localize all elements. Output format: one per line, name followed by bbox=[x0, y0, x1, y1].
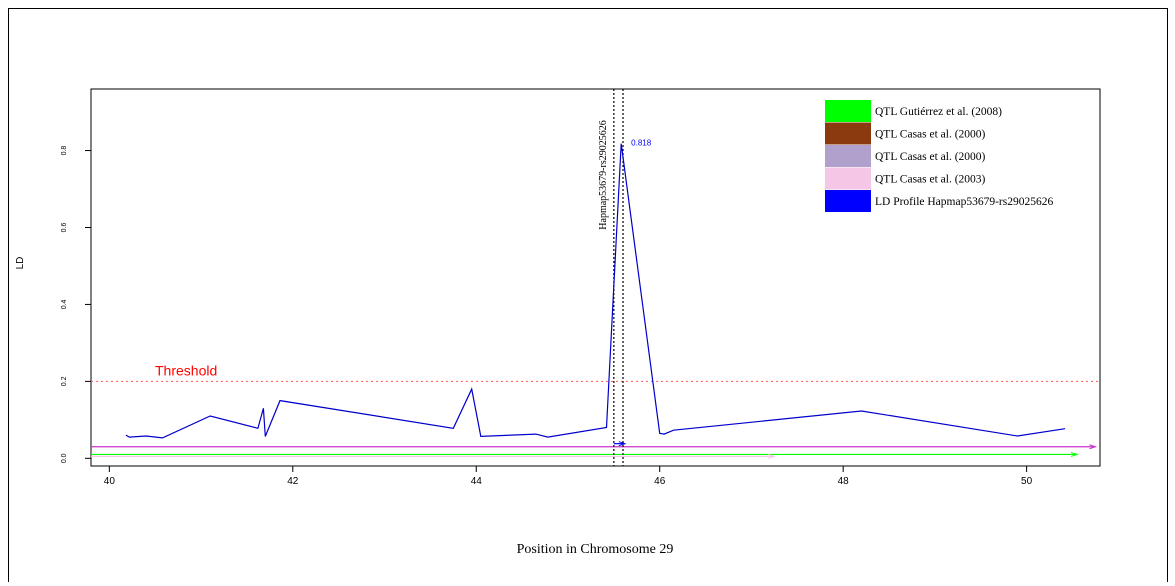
legend-swatch bbox=[825, 167, 871, 190]
legend-swatch bbox=[825, 100, 871, 122]
x-axis-label: Position in Chromosome 29 bbox=[517, 542, 674, 557]
y-axis: 0.0 0.2 0.4 0.6 0.8 bbox=[61, 146, 91, 463]
figure-frame bbox=[8, 8, 1168, 582]
legend-label: QTL Casas et al. (2000) bbox=[875, 129, 986, 141]
peak-value-label: 0.818 bbox=[631, 139, 652, 148]
legend-swatch bbox=[825, 190, 871, 212]
plot-area bbox=[90, 88, 1101, 467]
marker-label: Hapmap53679-rs29025626 bbox=[598, 120, 609, 229]
qtl-segment-end bbox=[1070, 451, 1079, 457]
ld-profile-line bbox=[125, 143, 1066, 439]
x-tick-label: 40 bbox=[104, 476, 116, 487]
legend-swatch bbox=[825, 122, 871, 145]
legend-label: QTL Casas et al. (2000) bbox=[875, 151, 986, 163]
y-tick-label: 0.2 bbox=[61, 376, 68, 386]
legend-label: LD Profile Hapmap53679-rs29025626 bbox=[875, 196, 1053, 208]
x-tick-label: 44 bbox=[471, 476, 483, 487]
threshold-layer: Threshold bbox=[91, 362, 1100, 382]
qtl-segment-end bbox=[1089, 444, 1097, 450]
y-tick-label: 0.4 bbox=[61, 299, 68, 309]
series-layer bbox=[125, 143, 1066, 439]
qtl-segment-end bbox=[768, 453, 776, 459]
legend: QTL Gutiérrez et al. (2008) QTL Casas et … bbox=[825, 100, 1053, 212]
legend-swatch bbox=[825, 145, 871, 167]
y-tick-label: 0.6 bbox=[61, 223, 68, 233]
qtl-segments bbox=[91, 441, 1097, 459]
x-tick-label: 50 bbox=[1021, 476, 1033, 487]
x-tick-label: 46 bbox=[654, 476, 666, 487]
x-tick-label: 48 bbox=[838, 476, 850, 487]
y-tick-label: 0.0 bbox=[61, 453, 68, 463]
x-tick-label: 42 bbox=[287, 476, 299, 487]
y-axis-label: LD bbox=[15, 257, 26, 270]
qtl-segment-end bbox=[618, 441, 627, 447]
legend-label: QTL Gutiérrez et al. (2008) bbox=[875, 106, 1002, 118]
threshold-label: Threshold bbox=[155, 362, 217, 378]
x-axis: 40 42 44 46 48 50 bbox=[104, 466, 1033, 487]
y-tick-label: 0.8 bbox=[61, 146, 68, 156]
legend-label: QTL Casas et al. (2003) bbox=[875, 174, 986, 186]
